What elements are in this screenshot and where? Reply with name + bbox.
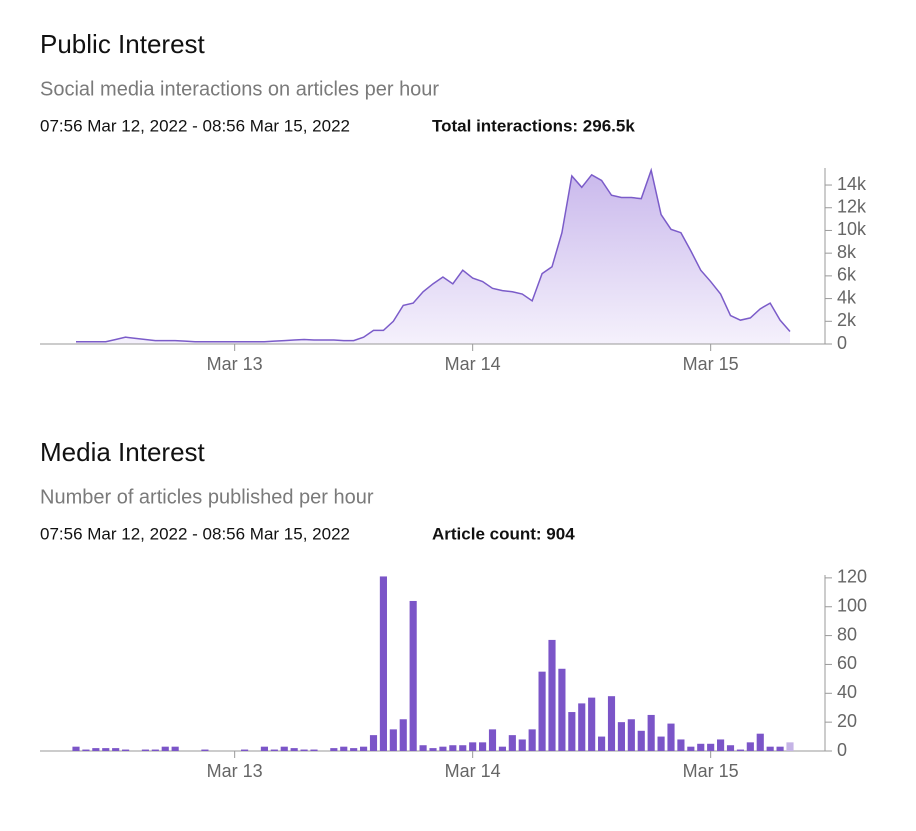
bar (122, 749, 130, 751)
bar (697, 743, 705, 751)
bar (667, 723, 675, 751)
bar (548, 639, 556, 751)
y-tick-label: 10k (837, 219, 867, 239)
bar (538, 671, 546, 751)
bar (290, 748, 298, 751)
x-tick-label: Mar 13 (207, 354, 263, 374)
bar (637, 730, 645, 751)
bar (260, 746, 268, 751)
chart: Media Interest Number of articles publish… (40, 437, 867, 781)
bar (746, 742, 754, 751)
date-range: 07:56 Mar 12, 2022 - 08:56 Mar 15, 2022 (40, 524, 350, 543)
bar (578, 703, 586, 751)
bar (518, 739, 526, 751)
bar (488, 729, 497, 751)
bar (736, 749, 744, 751)
bar (280, 746, 288, 751)
bar (409, 600, 417, 751)
y-tick-label: 14k (837, 174, 867, 194)
y-tick-label: 100 (837, 595, 867, 615)
area (76, 170, 790, 344)
bar (647, 714, 655, 751)
bar (92, 748, 100, 751)
date-range: 07:56 Mar 12, 2022 - 08:56 Mar 15, 2022 (40, 116, 350, 135)
bar (508, 735, 516, 751)
bar (479, 742, 487, 751)
bar (657, 736, 665, 751)
chart-subtitle: Number of articles published per hour (40, 486, 374, 508)
x-tick-label: Mar 14 (445, 761, 501, 781)
y-tick-label: 12k (837, 196, 867, 216)
bar (102, 748, 110, 751)
bar (459, 745, 467, 751)
bar (707, 743, 715, 751)
bar (141, 749, 149, 751)
y-tick-label: 8k (837, 242, 857, 262)
total: Article count: 904 (432, 524, 575, 543)
bar (568, 712, 576, 751)
bar (726, 745, 735, 751)
bar (330, 748, 338, 751)
bar (112, 748, 120, 751)
bar (270, 749, 278, 751)
y-tick-label: 80 (837, 624, 857, 644)
bar (300, 749, 308, 751)
bar (717, 739, 725, 751)
bar (677, 739, 685, 751)
bar (528, 729, 536, 751)
bar (687, 746, 695, 751)
chart-subtitle: Social media interactions on articles pe… (40, 78, 439, 100)
bar (82, 749, 90, 751)
bar (350, 748, 358, 751)
bar (776, 746, 784, 751)
y-tick-label: 120 (837, 567, 867, 587)
bar (617, 722, 625, 751)
bar (151, 749, 159, 751)
bar (607, 696, 616, 751)
bar (161, 746, 169, 751)
bar (588, 697, 596, 751)
bar (558, 668, 566, 751)
bar (598, 736, 606, 751)
x-tick-label: Mar 15 (683, 354, 739, 374)
bar (627, 719, 635, 751)
bar (399, 719, 407, 751)
x-tick-label: Mar 14 (445, 354, 501, 374)
total: Total interactions: 296.5k (432, 116, 635, 135)
bar (419, 745, 427, 751)
bar (310, 749, 318, 751)
bar (498, 746, 506, 751)
bar (379, 576, 387, 751)
x-tick-label: Mar 13 (207, 761, 263, 781)
y-tick-label: 40 (837, 682, 857, 702)
line (76, 167, 791, 343)
y-tick-label: 20 (837, 711, 857, 731)
y-tick-label: 60 (837, 653, 857, 673)
y-tick-label: 2k (837, 310, 857, 330)
bar (449, 745, 457, 751)
bar (786, 742, 794, 751)
chart-title: Public Interest (40, 29, 206, 59)
bar (389, 729, 397, 751)
bar (429, 748, 437, 751)
bar (241, 749, 249, 751)
bar (756, 733, 764, 751)
x-tick-label: Mar 15 (683, 761, 739, 781)
bar (72, 746, 80, 751)
bar (369, 735, 378, 751)
y-tick-label: 4k (837, 287, 857, 307)
bar (439, 746, 447, 751)
bar (340, 746, 348, 751)
chart: Public Interest Social media interactions… (40, 29, 867, 374)
y-tick-label: 0 (837, 333, 847, 353)
bar (766, 746, 774, 751)
bar (469, 742, 477, 751)
bar (171, 746, 179, 751)
bar (201, 749, 209, 751)
bar (360, 746, 368, 751)
chart-title: Media Interest (40, 437, 206, 467)
y-tick-label: 6k (837, 265, 857, 285)
y-tick-label: 0 (837, 740, 847, 760)
